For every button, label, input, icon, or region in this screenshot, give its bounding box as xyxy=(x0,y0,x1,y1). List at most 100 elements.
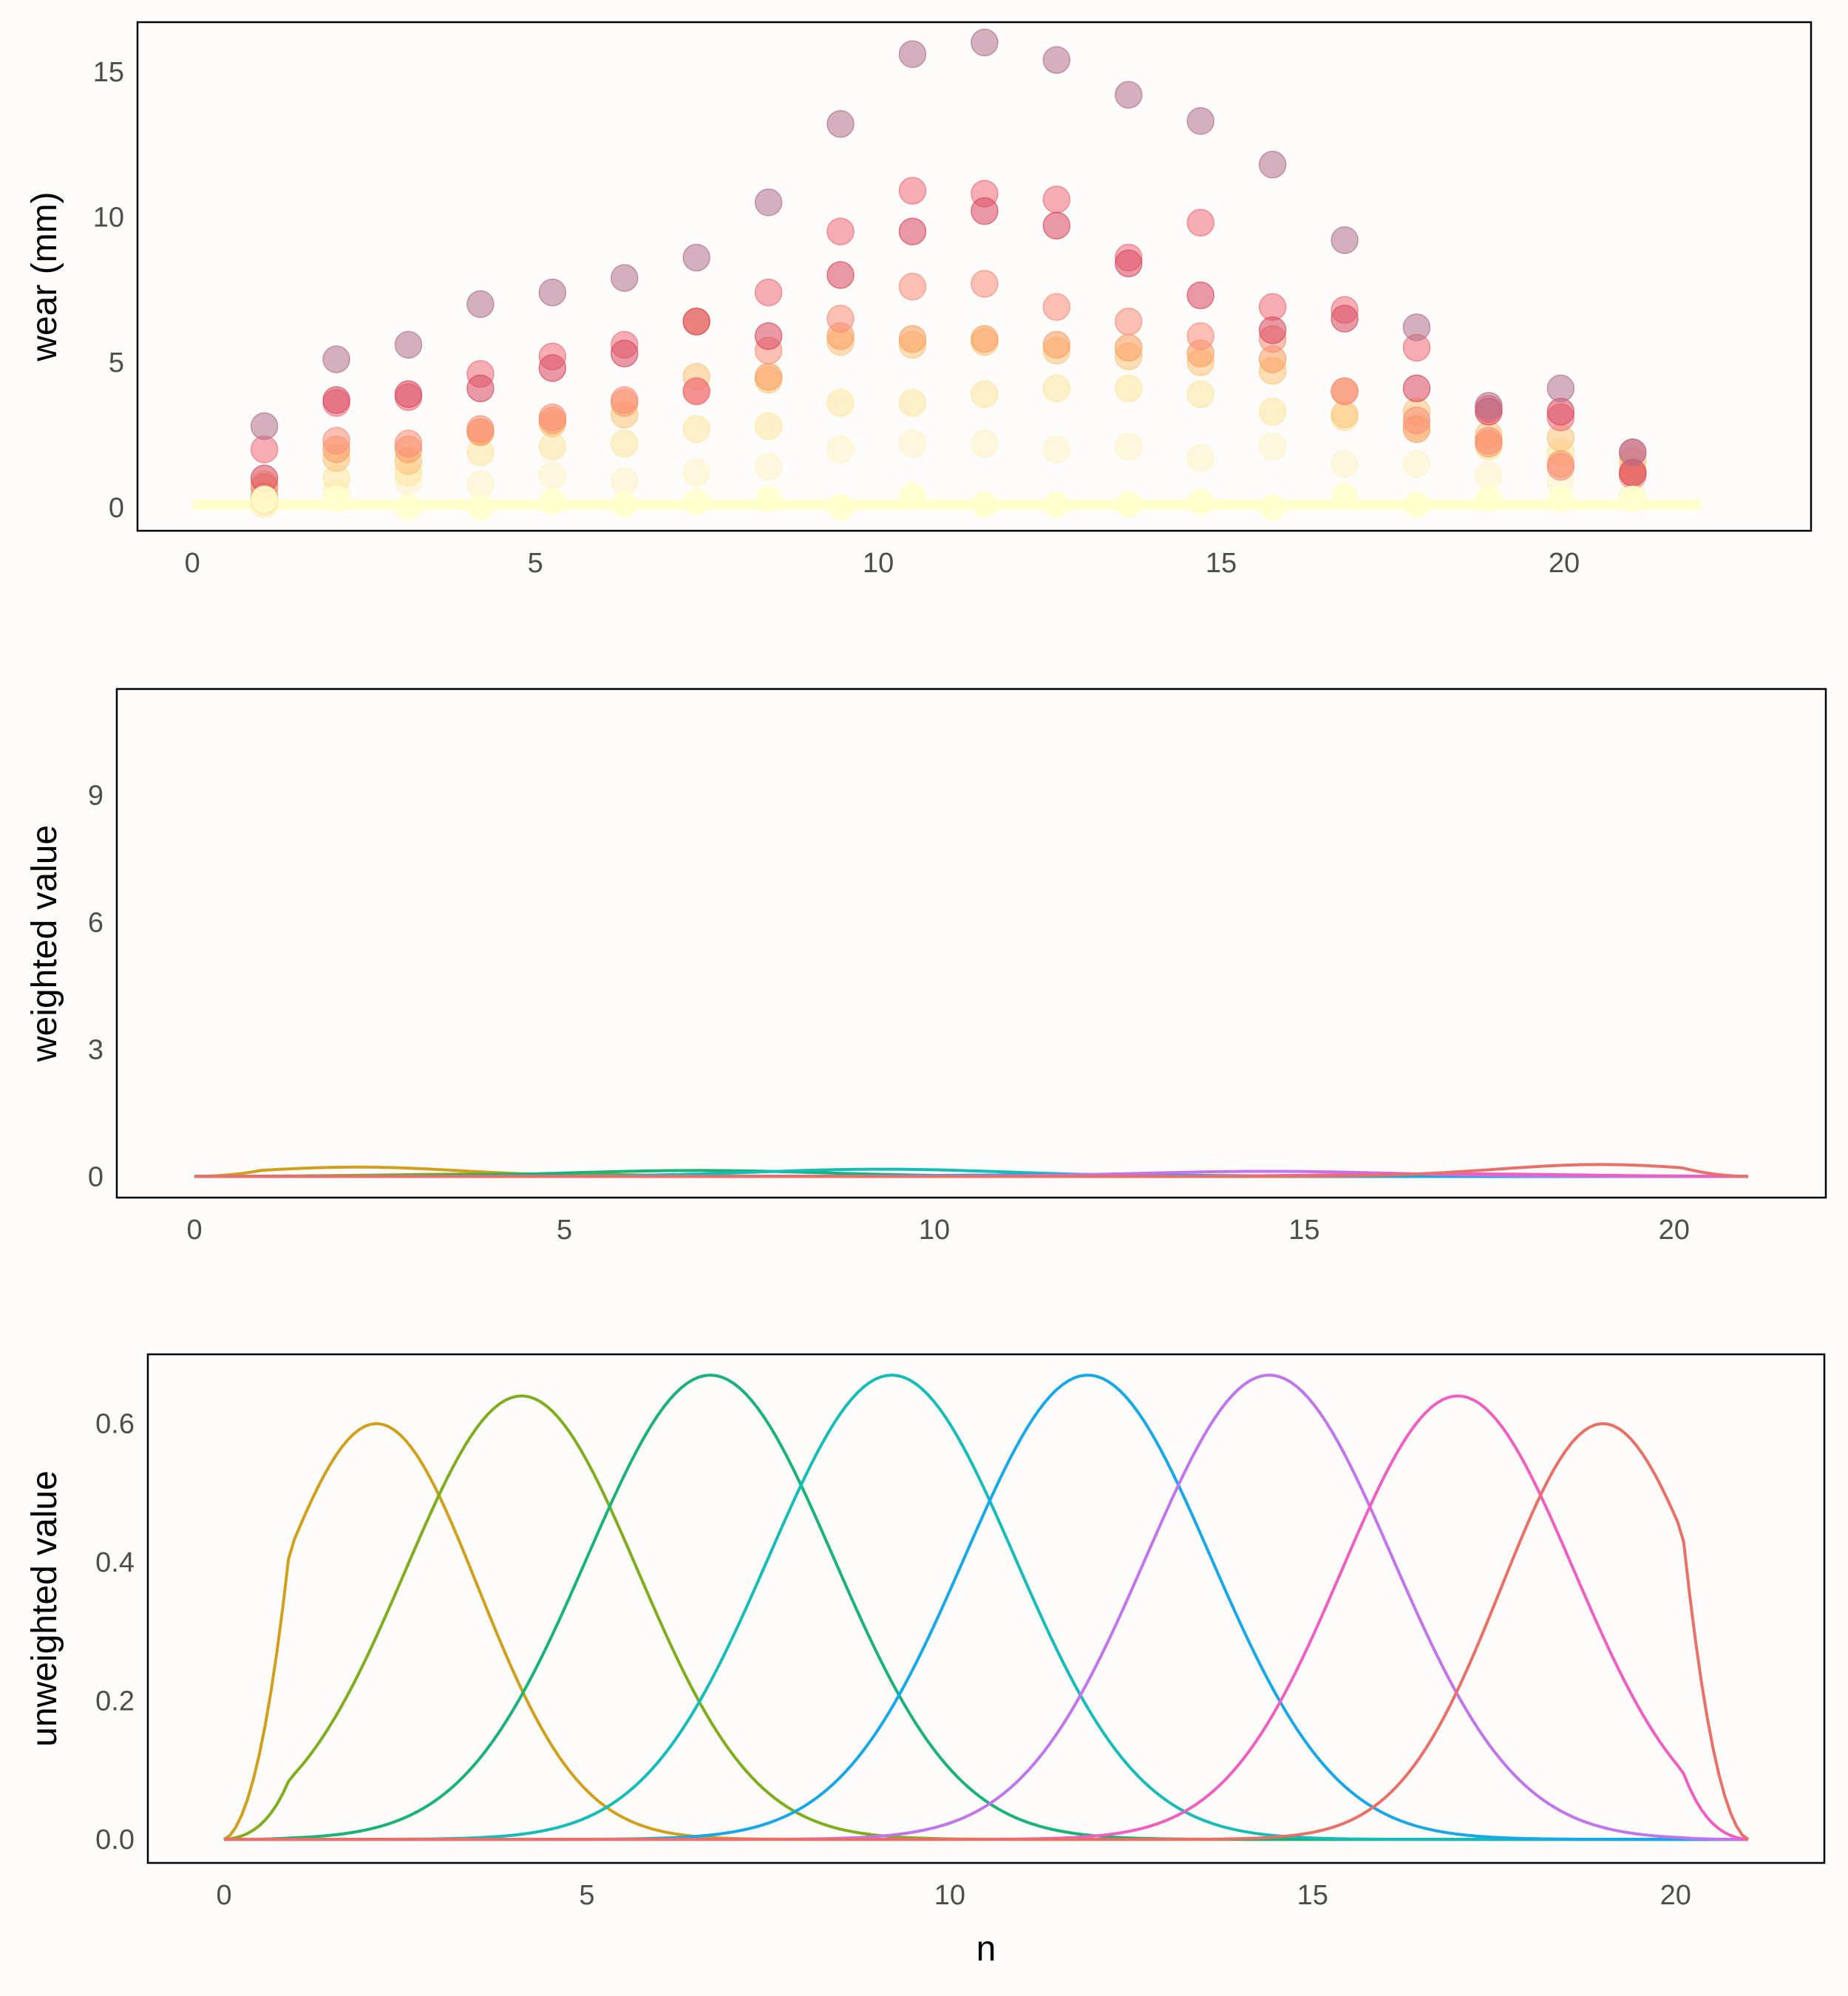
data-point xyxy=(971,197,999,225)
data-point xyxy=(1042,374,1071,403)
wear-y-ticks: 0 5 10 15 xyxy=(93,57,124,524)
data-point xyxy=(1042,186,1071,214)
trend-point xyxy=(755,485,782,512)
data-point xyxy=(1402,406,1431,435)
x-tick-label: 15 xyxy=(1297,1880,1328,1911)
x-tick-label: 5 xyxy=(557,1215,572,1246)
series-line xyxy=(194,1163,1748,1178)
trend-point xyxy=(539,488,566,515)
data-point xyxy=(1619,438,1647,466)
data-point xyxy=(1115,432,1143,461)
wear-panel: 0 5 10 15 20 0 5 10 15 wear (mm) xyxy=(25,21,1813,579)
data-point xyxy=(1475,461,1503,490)
data-point xyxy=(611,386,639,414)
data-point xyxy=(898,217,927,245)
data-point xyxy=(826,305,855,333)
series-line xyxy=(224,1374,1748,1841)
data-point xyxy=(898,389,927,417)
data-point xyxy=(971,28,999,57)
weighted-panel-frame xyxy=(115,688,1827,1199)
data-point xyxy=(1546,452,1575,481)
y-tick-label: 5 xyxy=(109,347,124,379)
x-tick-label: 10 xyxy=(863,548,894,579)
x-tick-label: 5 xyxy=(528,548,543,579)
weighted-x-ticks: 0 5 10 15 20 xyxy=(187,1215,1690,1246)
data-point xyxy=(754,452,783,481)
trend-point xyxy=(466,494,494,521)
trend-point xyxy=(251,485,278,512)
data-point xyxy=(682,308,710,336)
data-point xyxy=(1331,449,1359,478)
data-point xyxy=(1258,398,1287,426)
data-point xyxy=(898,177,927,205)
data-point xyxy=(898,40,927,68)
unweighted-panel: 0 5 10 15 20 0.0 0.2 0.4 0.6 unweighted value n xyxy=(25,1353,1826,1969)
data-point xyxy=(1258,316,1287,344)
data-point xyxy=(1258,432,1287,461)
data-point xyxy=(322,427,350,455)
data-point xyxy=(971,430,999,458)
x-tick-label: 20 xyxy=(1659,1215,1690,1246)
data-point xyxy=(1402,449,1431,478)
data-point xyxy=(898,430,927,458)
x-tick-label: 15 xyxy=(1288,1215,1319,1246)
trend-point xyxy=(1403,491,1430,518)
y-tick-label: 10 xyxy=(93,202,124,233)
wear-y-axis-title: wear (mm) xyxy=(25,191,64,361)
data-point xyxy=(1042,293,1071,322)
trend-point xyxy=(1619,485,1646,512)
y-tick-label: 0.0 xyxy=(95,1824,135,1856)
weighted-panel: 0 5 10 15 20 0 3 6 9 weighted value xyxy=(25,688,1827,1246)
unweighted-y-ticks: 0.0 0.2 0.4 0.6 xyxy=(95,1409,135,1856)
wear-panel-frame xyxy=(136,21,1813,532)
data-point xyxy=(971,325,999,353)
data-point xyxy=(394,430,423,458)
data-point xyxy=(538,354,567,382)
unweighted-x-axis-title: n xyxy=(976,1929,996,1969)
data-point xyxy=(466,415,495,444)
trend-point xyxy=(395,494,422,521)
data-point xyxy=(1186,380,1215,408)
trend-point xyxy=(827,494,855,521)
trend-point xyxy=(683,488,710,515)
data-point xyxy=(538,461,567,490)
x-tick-label: 0 xyxy=(217,1880,232,1911)
data-point xyxy=(538,432,567,461)
y-tick-label: 9 xyxy=(88,780,103,811)
unweighted-y-axis-title: unweighted value xyxy=(25,1470,64,1747)
x-tick-label: 20 xyxy=(1549,548,1580,579)
weighted-plot-area xyxy=(194,1163,1748,1178)
data-point xyxy=(1115,81,1143,109)
y-tick-label: 0.2 xyxy=(95,1686,135,1717)
data-point xyxy=(898,325,927,353)
weighted-y-ticks: 0 3 6 9 xyxy=(88,780,103,1192)
data-point xyxy=(754,322,783,350)
y-tick-label: 0.6 xyxy=(95,1409,135,1440)
series-line xyxy=(224,1422,1750,1841)
data-point xyxy=(1186,322,1215,350)
data-point xyxy=(538,403,567,432)
data-point xyxy=(1475,427,1503,455)
data-point xyxy=(466,374,495,403)
data-point xyxy=(1186,444,1215,472)
x-tick-label: 20 xyxy=(1660,1880,1691,1911)
data-point xyxy=(394,380,423,408)
data-point xyxy=(394,330,423,359)
data-point xyxy=(1115,374,1143,403)
data-point xyxy=(682,377,710,406)
data-point xyxy=(1258,150,1287,179)
data-point xyxy=(826,217,855,245)
data-point xyxy=(1186,281,1215,310)
unweighted-plot-area xyxy=(222,1374,1750,1841)
wear-plot-area xyxy=(192,28,1702,521)
data-point xyxy=(250,435,279,464)
data-point xyxy=(322,345,350,373)
trend-point xyxy=(323,485,350,512)
wear-x-ticks: 0 5 10 15 20 xyxy=(185,548,1580,579)
data-point xyxy=(1331,305,1359,333)
data-point xyxy=(1402,374,1431,403)
trend-point xyxy=(971,491,998,518)
data-point xyxy=(611,430,639,458)
